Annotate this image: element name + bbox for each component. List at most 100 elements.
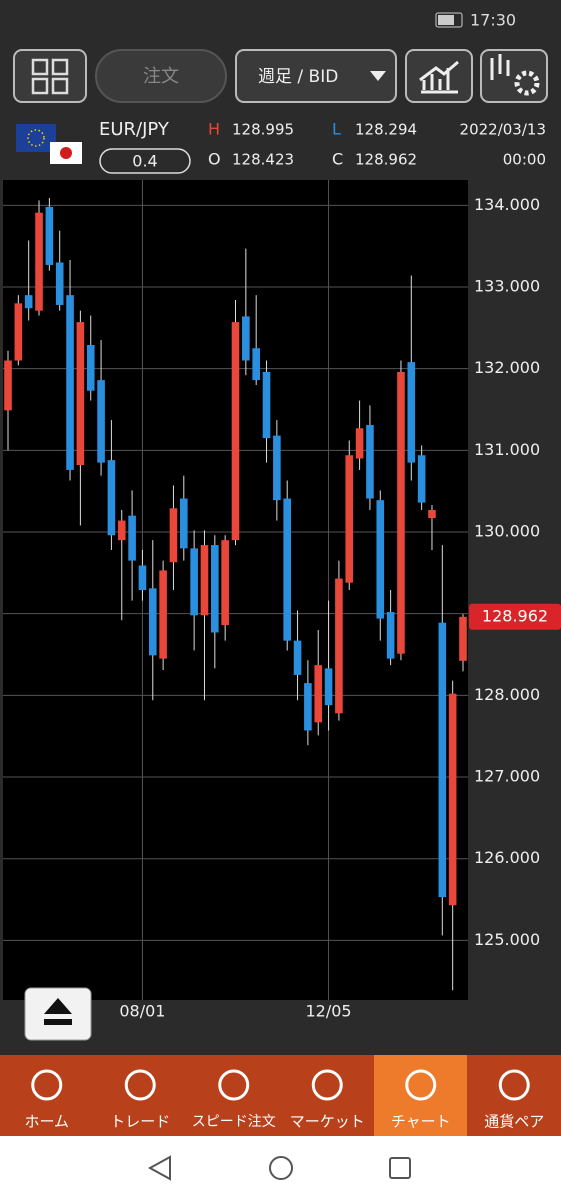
open: 128.423 [232, 151, 294, 169]
icon [490, 54, 510, 80]
high-label: H [208, 120, 220, 139]
candle-body [45, 206, 54, 265]
x-tick-label: 08/01 [119, 1002, 165, 1021]
candle-body [262, 371, 271, 439]
close-label: C [332, 150, 343, 169]
nav-icon[interactable] [498, 1069, 530, 1101]
candle-body [159, 570, 167, 659]
home-button[interactable] [269, 1156, 293, 1180]
battery [435, 12, 463, 28]
nav-label[interactable]: チャート [391, 1113, 451, 1131]
chart: 125.000126.000127.000128.000129.000130.0… [3, 180, 561, 1021]
candle-body [4, 360, 12, 411]
close: 128.962 [355, 151, 417, 169]
candle-body [459, 616, 467, 661]
y-tick-label: 134.000 [474, 195, 540, 214]
candle-body [448, 693, 457, 906]
nav-icon[interactable] [124, 1069, 156, 1101]
candle-body [242, 316, 250, 361]
icon [31, 58, 49, 76]
candle-body [438, 622, 447, 898]
nav-label[interactable]: ホーム [24, 1113, 69, 1131]
candle-body [273, 435, 281, 501]
candle-body [252, 348, 260, 381]
nav-icon[interactable] [405, 1069, 437, 1101]
icon [27, 129, 45, 147]
candle-body [179, 498, 188, 549]
candle-body [407, 362, 416, 463]
candle-body [324, 668, 333, 706]
candle-body [190, 548, 198, 616]
price-tag: 128.962 [482, 606, 548, 625]
price-tag-bg [469, 603, 561, 630]
candle-body [128, 515, 136, 561]
nav-icon[interactable] [311, 1069, 343, 1101]
candle-body [66, 295, 74, 470]
system-nav [0, 1136, 561, 1200]
candle-body [355, 428, 364, 459]
icon [51, 58, 69, 76]
candle-body [376, 500, 385, 619]
timeframe-select[interactable] [235, 49, 397, 103]
menu-button[interactable] [13, 49, 87, 103]
candle-body [148, 588, 157, 656]
candle-body [283, 498, 292, 641]
icon [514, 70, 540, 96]
settings-button[interactable] [480, 49, 548, 103]
recents-button[interactable] [389, 1157, 411, 1179]
symbol: EUR/JPY [99, 119, 170, 140]
bottom-nav [0, 1055, 561, 1136]
low: 128.294 [355, 121, 417, 139]
timeframe-label[interactable]: 週足 / BID [258, 67, 338, 87]
candle-body [14, 303, 23, 361]
y-tick-label: 130.000 [474, 522, 540, 541]
chart-type-button[interactable] [405, 49, 473, 103]
icon [51, 77, 69, 95]
nav-label[interactable]: スピード注文 [192, 1114, 276, 1130]
candle-body [107, 460, 116, 536]
icon [60, 147, 72, 159]
candle-body [335, 578, 343, 714]
time: 00:00 [503, 151, 546, 169]
candle-body [24, 295, 33, 309]
icon [31, 77, 49, 95]
nav-icon[interactable] [31, 1069, 63, 1101]
y-tick-label: 131.000 [474, 440, 540, 459]
candle-body [138, 565, 147, 590]
candle-body [169, 508, 178, 563]
low-label: L [332, 120, 341, 139]
order-button[interactable] [95, 49, 227, 103]
candle-body [397, 371, 405, 654]
menu-button-bg[interactable] [13, 49, 87, 103]
y-tick-label: 127.000 [474, 767, 540, 786]
candle-body [35, 212, 43, 311]
candle-body [86, 344, 95, 391]
candle-body [211, 545, 219, 633]
candle-body [314, 665, 323, 723]
nav-label[interactable]: 通貨ペア [484, 1113, 544, 1131]
y-tick-label: 133.000 [474, 276, 540, 295]
candle-body [76, 322, 85, 466]
nav-icon[interactable] [218, 1069, 250, 1101]
status-time: 17:30 [470, 11, 516, 30]
candle-body [428, 509, 436, 519]
candle-body [231, 322, 240, 541]
candle-body [117, 520, 126, 541]
candle-body [55, 262, 64, 305]
battery-level [438, 15, 454, 25]
y-tick-label: 126.000 [474, 848, 540, 867]
quote-header [0, 110, 561, 178]
nav-label[interactable]: トレード [110, 1113, 170, 1131]
date: 2022/03/13 [460, 121, 546, 139]
nav-items: ホーム トレード スピード注文 マーケット チャート 通貨ペア [24, 1069, 544, 1131]
candle-body [97, 380, 105, 463]
open-label: O [208, 150, 221, 169]
spread-box [99, 148, 191, 174]
order-label[interactable]: 注文 [143, 66, 179, 87]
dropdown-arrow [370, 71, 386, 81]
back-button[interactable] [147, 1155, 171, 1181]
x-tick-label: 12/05 [306, 1002, 352, 1021]
nav-label[interactable]: マーケット [290, 1113, 365, 1131]
candle-body [304, 683, 312, 731]
